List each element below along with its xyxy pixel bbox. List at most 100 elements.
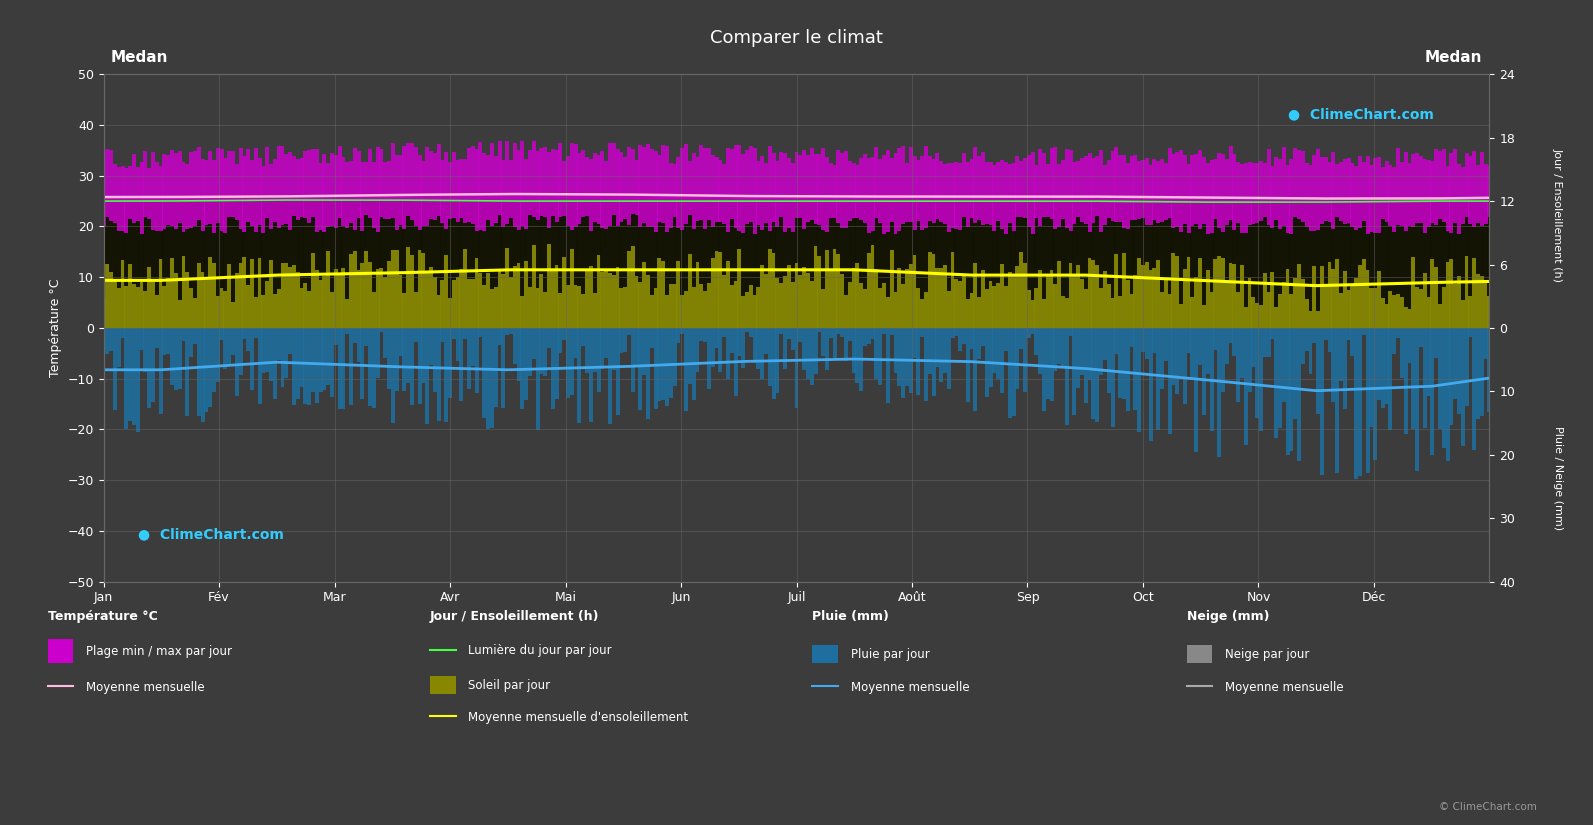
Bar xyxy=(559,293,562,328)
Bar xyxy=(871,245,875,328)
Bar xyxy=(475,200,478,258)
Bar xyxy=(1384,328,1389,404)
Bar xyxy=(718,201,722,252)
Bar xyxy=(352,200,357,251)
Bar xyxy=(795,152,798,218)
Bar xyxy=(1145,262,1149,328)
Bar xyxy=(352,148,357,230)
Bar xyxy=(1050,328,1053,400)
Bar xyxy=(390,200,395,250)
Bar xyxy=(327,251,330,328)
Bar xyxy=(1000,201,1004,263)
Bar xyxy=(110,150,113,221)
Bar xyxy=(151,328,155,402)
Bar xyxy=(803,201,806,267)
Bar xyxy=(1395,295,1400,328)
Bar xyxy=(1415,153,1419,223)
Bar xyxy=(989,281,992,328)
Bar xyxy=(927,156,932,221)
Bar xyxy=(475,328,478,394)
Bar xyxy=(159,259,162,328)
Bar xyxy=(875,328,878,380)
Bar xyxy=(1034,288,1039,328)
Bar xyxy=(1258,161,1263,221)
Bar xyxy=(1015,201,1020,266)
Bar xyxy=(1069,328,1072,336)
Y-axis label: Température °C: Température °C xyxy=(49,279,62,377)
Bar xyxy=(951,163,954,228)
Bar xyxy=(795,328,798,408)
Bar xyxy=(620,288,623,328)
Bar xyxy=(1225,159,1228,224)
Bar xyxy=(1201,328,1206,415)
Bar xyxy=(384,162,387,219)
Bar xyxy=(121,166,124,231)
Bar xyxy=(604,201,609,268)
Bar xyxy=(554,265,559,328)
Bar xyxy=(116,288,121,328)
Bar xyxy=(1239,328,1244,379)
Bar xyxy=(1343,202,1346,271)
Bar xyxy=(1027,155,1031,228)
Bar xyxy=(365,200,368,251)
Bar xyxy=(532,328,535,359)
Bar xyxy=(330,292,335,328)
Bar xyxy=(1160,159,1164,222)
Bar xyxy=(486,328,491,429)
Bar xyxy=(1053,284,1058,328)
Bar xyxy=(1392,328,1395,354)
Bar xyxy=(436,144,441,216)
Bar xyxy=(209,200,212,257)
Bar xyxy=(215,200,220,296)
Bar xyxy=(516,150,521,230)
Bar xyxy=(1400,297,1403,328)
Bar xyxy=(1477,328,1480,419)
Bar xyxy=(718,159,722,223)
Bar xyxy=(1450,258,1453,328)
Bar xyxy=(612,201,616,275)
Bar xyxy=(609,201,612,273)
Bar xyxy=(970,328,973,349)
Bar xyxy=(946,201,951,291)
Bar xyxy=(680,148,685,230)
Bar xyxy=(307,291,311,328)
Bar xyxy=(738,328,741,356)
Bar xyxy=(658,201,661,258)
Bar xyxy=(585,201,589,271)
Bar xyxy=(1137,258,1141,328)
Bar xyxy=(1461,167,1466,224)
Bar xyxy=(1023,328,1027,392)
Bar xyxy=(631,246,634,328)
Bar xyxy=(299,200,304,288)
Bar xyxy=(124,328,129,430)
Bar xyxy=(1012,163,1015,231)
Bar xyxy=(836,254,841,328)
Bar xyxy=(376,269,379,328)
Bar xyxy=(151,152,155,230)
Bar xyxy=(650,295,653,328)
Bar xyxy=(266,200,269,281)
Bar xyxy=(913,328,916,357)
Bar xyxy=(973,201,978,262)
Bar xyxy=(1301,328,1305,365)
Bar xyxy=(414,328,417,342)
Bar xyxy=(977,297,981,328)
Bar xyxy=(223,158,228,233)
Bar xyxy=(669,285,672,328)
Bar xyxy=(855,328,859,383)
Bar xyxy=(1274,328,1278,438)
Bar xyxy=(932,201,935,253)
Bar xyxy=(193,328,198,344)
Bar xyxy=(135,201,140,287)
Bar xyxy=(486,201,491,273)
Bar xyxy=(151,201,155,280)
Bar xyxy=(1247,328,1252,392)
Bar xyxy=(406,247,409,328)
Bar xyxy=(970,158,973,219)
Bar xyxy=(151,280,155,328)
Bar xyxy=(1145,201,1149,262)
Bar xyxy=(1392,201,1395,295)
Bar xyxy=(828,328,833,337)
Bar xyxy=(102,298,105,328)
Bar xyxy=(1061,328,1066,367)
